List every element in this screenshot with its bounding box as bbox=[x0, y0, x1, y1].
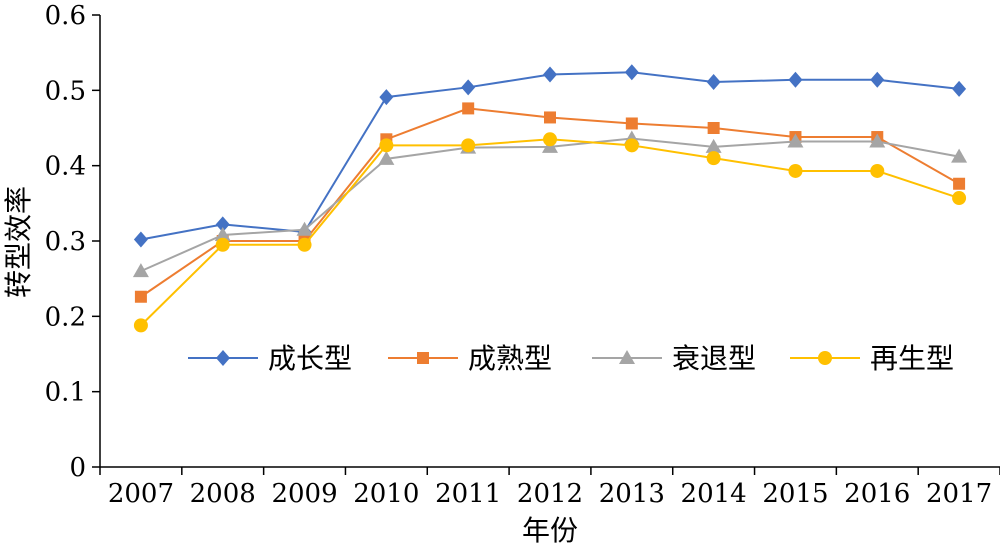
data-point bbox=[378, 150, 395, 165]
data-point bbox=[543, 132, 557, 147]
x-tick-label: 2009 bbox=[271, 479, 337, 509]
series-layer bbox=[132, 64, 968, 333]
data-point bbox=[624, 64, 639, 81]
x-tick-label: 2017 bbox=[926, 479, 992, 509]
data-point bbox=[788, 163, 803, 178]
y-tick-label: 0 bbox=[69, 453, 86, 483]
data-point bbox=[624, 138, 639, 153]
legend: 成长型 成熟型 衰退型 再生型 bbox=[188, 342, 954, 375]
data-point bbox=[215, 216, 230, 233]
x-tick-label: 2016 bbox=[844, 479, 910, 509]
data-point bbox=[787, 133, 804, 148]
series-4 bbox=[133, 132, 967, 333]
data-point bbox=[625, 117, 638, 130]
legend-item: 再生型 bbox=[790, 342, 954, 375]
data-point bbox=[297, 237, 312, 252]
data-point bbox=[543, 66, 557, 83]
data-point bbox=[133, 231, 148, 248]
y-tick-label: 0.5 bbox=[45, 76, 86, 106]
legend-marker bbox=[216, 350, 230, 366]
data-point bbox=[870, 71, 885, 88]
data-point bbox=[953, 177, 966, 190]
x-tick-label: 2015 bbox=[762, 479, 828, 509]
legend-label: 再生型 bbox=[870, 342, 954, 375]
data-point bbox=[706, 74, 721, 91]
legend-label: 成长型 bbox=[268, 342, 352, 375]
data-point bbox=[461, 79, 476, 96]
y-tick-label: 0.6 bbox=[45, 1, 86, 31]
x-tick-label: 2013 bbox=[599, 479, 665, 509]
x-tick-label: 2012 bbox=[517, 479, 583, 509]
y-tick-label: 0.2 bbox=[45, 302, 86, 332]
data-point bbox=[132, 263, 149, 278]
data-point bbox=[869, 133, 886, 148]
x-tick-label: 2011 bbox=[435, 479, 501, 509]
axes: 0 0.1 0.2 0.3 0.4 0.5 0.6 2007 2008 2009 2010 2011 2… bbox=[45, 1, 1000, 509]
legend-item: 衰退型 bbox=[592, 342, 756, 375]
legend-marker bbox=[619, 350, 635, 364]
data-point bbox=[133, 318, 148, 333]
data-point bbox=[705, 138, 722, 153]
legend-label: 成熟型 bbox=[468, 342, 552, 375]
series-line bbox=[140, 71, 960, 241]
data-point bbox=[544, 111, 556, 124]
x-axis-title: 年份 bbox=[522, 514, 578, 547]
legend-label: 衰退型 bbox=[672, 342, 756, 375]
data-point bbox=[952, 80, 967, 97]
data-point bbox=[870, 163, 885, 178]
legend-item: 成熟型 bbox=[388, 342, 552, 375]
data-point bbox=[706, 151, 721, 166]
y-tick-label: 0.4 bbox=[45, 152, 86, 182]
x-tick-label: 2010 bbox=[353, 479, 419, 509]
data-point bbox=[951, 148, 968, 163]
y-tick-label: 0.1 bbox=[45, 378, 86, 408]
data-point bbox=[134, 290, 147, 303]
data-point bbox=[461, 138, 476, 153]
data-point bbox=[707, 122, 720, 134]
y-axis-title: 转型效率 bbox=[2, 186, 35, 298]
legend-marker bbox=[818, 351, 832, 365]
x-tick-label: 2007 bbox=[108, 479, 174, 509]
data-point bbox=[214, 226, 231, 241]
data-point bbox=[379, 89, 394, 106]
x-tick-label: 2008 bbox=[190, 479, 256, 509]
y-tick-label: 0.3 bbox=[45, 227, 86, 257]
data-point bbox=[379, 138, 394, 153]
data-point bbox=[215, 237, 230, 252]
legend-item: 成长型 bbox=[188, 342, 352, 375]
legend-marker bbox=[417, 352, 429, 364]
data-point bbox=[462, 102, 475, 115]
series-1 bbox=[133, 64, 967, 248]
series-line bbox=[140, 137, 960, 273]
series-3 bbox=[132, 130, 968, 278]
data-point bbox=[296, 221, 313, 236]
data-point bbox=[788, 71, 803, 88]
data-point bbox=[952, 191, 967, 206]
x-tick-label: 2014 bbox=[681, 479, 747, 509]
